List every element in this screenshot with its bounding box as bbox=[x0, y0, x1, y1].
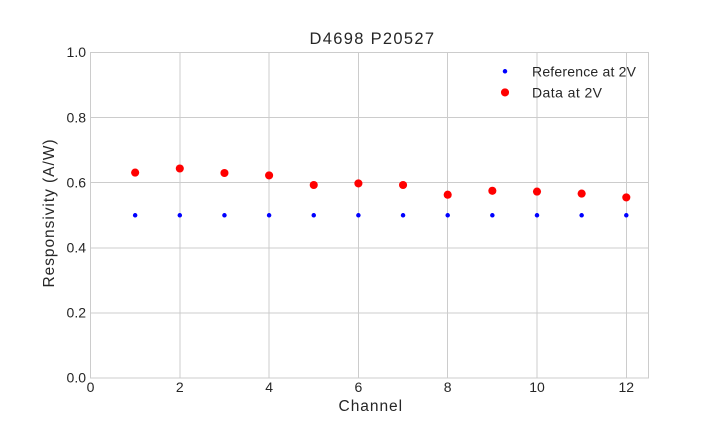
svg-text:Channel: Channel bbox=[339, 398, 403, 415]
svg-text:2: 2 bbox=[176, 379, 184, 395]
svg-text:8: 8 bbox=[444, 379, 452, 395]
svg-text:10: 10 bbox=[529, 379, 545, 395]
svg-text:Data at 2V: Data at 2V bbox=[532, 85, 603, 101]
svg-text:Responsivity (A/W): Responsivity (A/W) bbox=[41, 140, 58, 288]
svg-text:0.8: 0.8 bbox=[67, 109, 87, 125]
svg-text:4: 4 bbox=[265, 379, 273, 395]
svg-text:0.4: 0.4 bbox=[67, 240, 87, 256]
svg-text:12: 12 bbox=[619, 379, 635, 395]
svg-text:0.2: 0.2 bbox=[67, 305, 87, 321]
svg-text:0.0: 0.0 bbox=[67, 370, 87, 386]
svg-text:0: 0 bbox=[87, 379, 95, 395]
svg-text:D4698 P20527: D4698 P20527 bbox=[310, 30, 435, 48]
svg-text:Reference at 2V: Reference at 2V bbox=[532, 63, 637, 79]
svg-text:0.6: 0.6 bbox=[67, 174, 87, 190]
svg-text:1.0: 1.0 bbox=[67, 44, 87, 60]
svg-text:6: 6 bbox=[355, 379, 363, 395]
